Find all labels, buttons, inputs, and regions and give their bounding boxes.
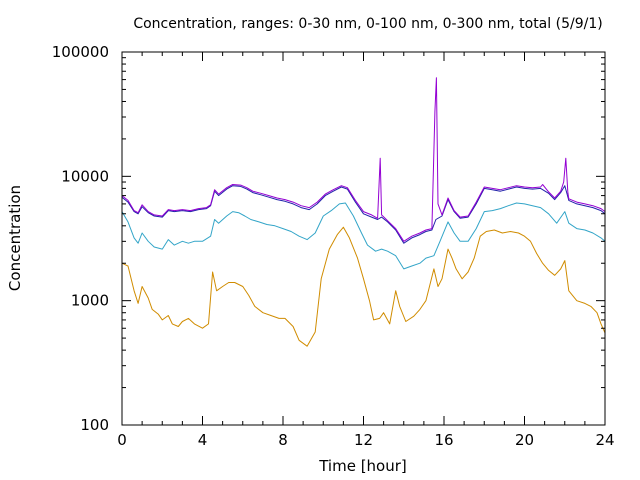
y-tick-label: 1000: [71, 292, 109, 310]
y-tick-label: 100: [80, 416, 109, 434]
x-tick-label: 8: [278, 431, 288, 449]
plot-frame: [121, 51, 606, 426]
x-axis-label: Time [hour]: [318, 457, 407, 475]
x-tick-label: 12: [354, 431, 373, 449]
series-line-2: [121, 202, 606, 270]
x-tick-label: 0: [117, 431, 127, 449]
x-tick-label: 24: [595, 431, 614, 449]
series-line-3: [121, 185, 606, 244]
y-axis-label: Concentration: [6, 185, 24, 291]
x-tick-label: 4: [198, 431, 208, 449]
x-tick-label: 16: [434, 431, 453, 449]
series-line-4: [121, 77, 606, 242]
y-tick-label: 10000: [61, 167, 109, 185]
series-line-1: [121, 226, 606, 347]
chart-title: Concentration, ranges: 0-30 nm, 0-100 nm…: [133, 16, 602, 32]
series-layer: [121, 77, 606, 347]
y-tick-label: 100000: [52, 43, 109, 61]
x-tick-label: 20: [515, 431, 534, 449]
